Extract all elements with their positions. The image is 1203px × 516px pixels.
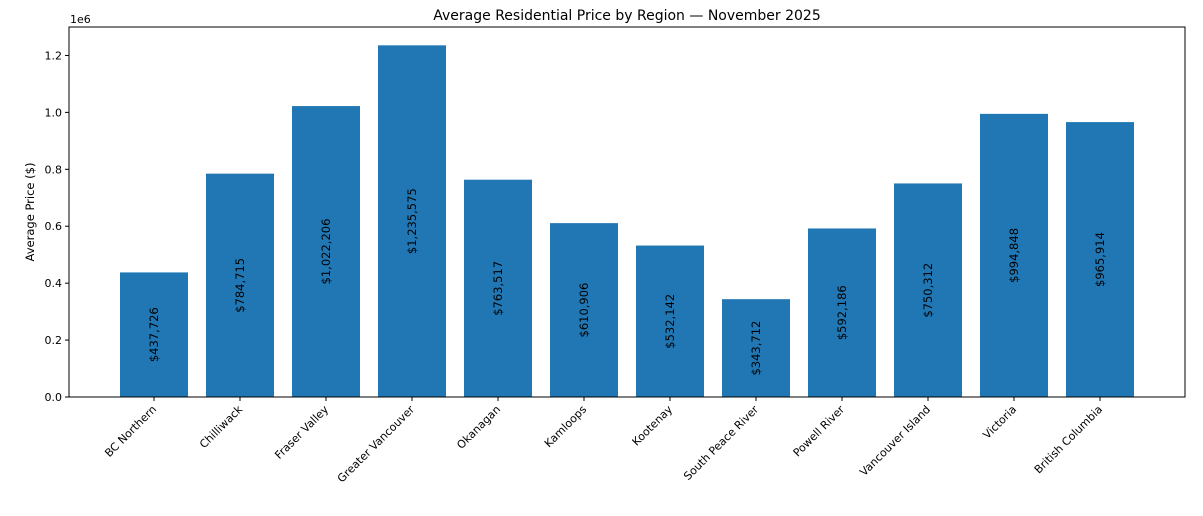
bar — [636, 245, 704, 397]
bar — [378, 45, 446, 398]
x-tick-label: Kootenay — [630, 403, 676, 449]
x-axis: BC Northern Chilliwack Fraser Valley Greate… — [102, 397, 1105, 485]
bar — [550, 223, 618, 397]
x-tick-label: Chilliwack — [197, 402, 246, 451]
bar — [120, 272, 188, 397]
x-tick-label: South Peace River — [681, 403, 761, 483]
bar-value-label: $532,142 — [663, 294, 677, 349]
y-axis-label: Average Price ($) — [23, 163, 37, 262]
bar-value-label: $784,715 — [233, 258, 247, 313]
bar-value-label: $750,312 — [921, 263, 935, 318]
y-tick-label: 1.2 — [45, 49, 63, 62]
x-tick-label: Victoria — [980, 403, 1019, 442]
x-tick-label: Powell River — [791, 403, 848, 460]
bar — [292, 106, 360, 397]
y-tick-label: 0.8 — [45, 163, 63, 176]
bar — [206, 173, 274, 397]
y-tick-label: 0.4 — [45, 277, 63, 290]
x-tick-label: Kamloops — [542, 403, 589, 450]
bar-value-label: $343,712 — [749, 321, 763, 376]
x-tick-label: Okanagan — [454, 403, 503, 452]
y-axis: 0.0 0.2 0.4 0.6 0.8 1.0 1.2 — [45, 49, 69, 404]
y-tick-label: 0.0 — [45, 391, 63, 404]
bar-value-label: $965,914 — [1093, 232, 1107, 287]
plot-frame — [68, 26, 1186, 398]
y-tick-label: 0.2 — [45, 334, 63, 347]
x-tick-label: Vancouver Island — [857, 403, 933, 479]
bar — [894, 183, 962, 397]
bar — [722, 299, 790, 397]
bar-value-label: $1,022,206 — [319, 219, 333, 285]
bar-value-label: $610,906 — [577, 283, 591, 338]
bar-value-label: $1,235,575 — [405, 188, 419, 254]
x-tick-label: Greater Vancouver — [335, 403, 418, 486]
bar-value-label: $763,517 — [491, 261, 505, 316]
bar — [980, 113, 1048, 397]
bar — [808, 228, 876, 397]
bar-value-label: $437,726 — [147, 307, 161, 362]
y-tick-label: 0.6 — [45, 220, 63, 233]
y-tick-label: 1.0 — [45, 106, 63, 119]
x-tick-label: Fraser Valley — [272, 403, 331, 462]
y-offset-label: 1e6 — [70, 13, 91, 26]
chart-title: Average Residential Price by Region — No… — [433, 8, 820, 24]
bar — [464, 179, 532, 397]
x-tick-label: BC Northern — [102, 403, 159, 460]
bar-value-label: $994,848 — [1007, 228, 1021, 283]
bar-value-label: $592,186 — [835, 285, 849, 340]
x-tick-label: British Columbia — [1032, 403, 1105, 476]
bar — [1066, 122, 1134, 398]
bars-group: $437,726 $784,715 $1,022,206 $1,235,575 $763… — [120, 45, 1134, 398]
